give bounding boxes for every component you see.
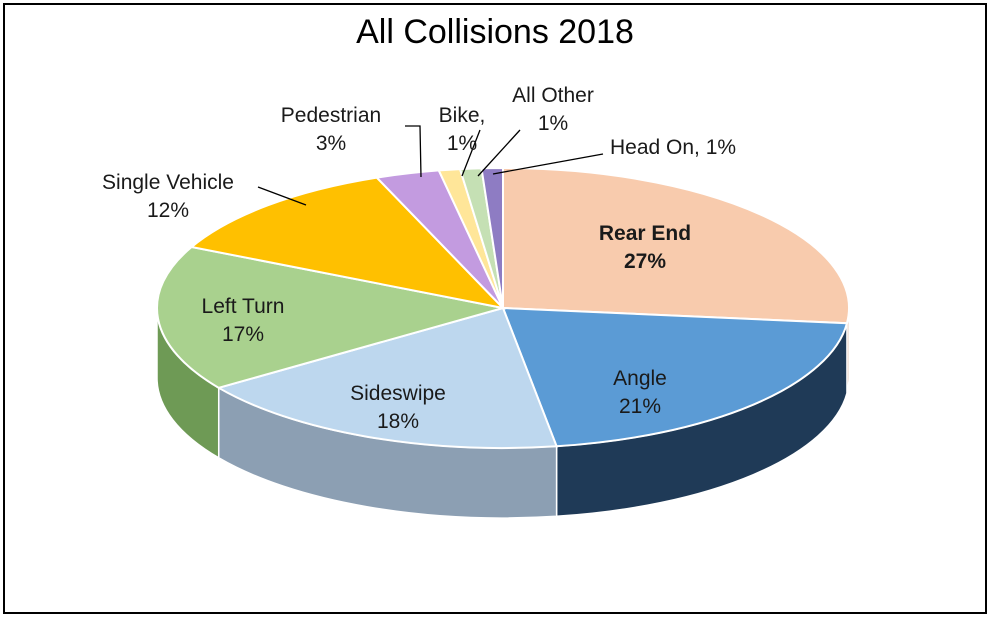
slice-label-line: 1%	[447, 132, 477, 155]
slice-label-line: Rear End	[599, 222, 691, 245]
leader-lines	[257, 125, 604, 206]
pie-slice-single-vehicle	[189, 176, 506, 310]
pie-slice-rear-end	[502, 166, 850, 325]
slice-label-sideswipe: Sideswipe 18%	[350, 382, 446, 433]
slice-label-line: 1%	[538, 112, 568, 135]
slice-label-line: 27%	[624, 250, 666, 273]
slice-label-line: All Other	[512, 84, 594, 107]
slice-label-all-other: All Other 1%	[512, 84, 594, 135]
slice-label-head-on: Head On, 1%	[610, 136, 736, 159]
leader-line-bike	[461, 129, 481, 177]
slice-label-angle: Angle 21%	[613, 367, 667, 418]
slice-label-line: Bike,	[439, 104, 486, 127]
slice-label-line: Left Turn	[202, 295, 285, 318]
slice-label-line: 3%	[316, 132, 346, 155]
slice-label-pedestrian: Pedestrian 3%	[281, 104, 381, 155]
pie-tops	[156, 166, 850, 449]
slice-label-line: Angle	[613, 367, 667, 390]
slice-label-line: Sideswipe	[350, 382, 446, 405]
slice-label-line: 17%	[222, 323, 264, 346]
pie-slice-sideswipe	[216, 306, 559, 449]
chart-title: All Collisions 2018	[356, 13, 634, 51]
slice-label-single-vehicle: Single Vehicle 12%	[102, 171, 234, 222]
slice-label-rear-end: Rear End 27%	[599, 222, 691, 273]
leader-line-head-on	[492, 153, 604, 175]
slice-label-line: 12%	[147, 199, 189, 222]
pie-slice-left-turn	[156, 245, 504, 389]
leader-line-single-vehicle	[257, 186, 307, 206]
slice-label-left-turn: Left Turn 17%	[202, 295, 285, 346]
slice-label-line: 21%	[619, 395, 661, 418]
slice-labels: Rear End 27% Angle 21% Sideswipe 18% Left Turn…	[102, 84, 736, 433]
slice-label-line: Pedestrian	[281, 104, 381, 127]
slice-label-line: 18%	[377, 410, 419, 433]
slice-label-bike: Bike, 1%	[439, 104, 486, 155]
leader-line-pedestrian	[405, 125, 422, 178]
pie-slice-angle	[501, 306, 849, 448]
slice-label-line: Single Vehicle	[102, 171, 234, 194]
pie-slice-head-on	[480, 166, 504, 309]
slice-label-line: Head On, 1%	[610, 136, 736, 159]
leader-line-all-other	[477, 129, 521, 177]
